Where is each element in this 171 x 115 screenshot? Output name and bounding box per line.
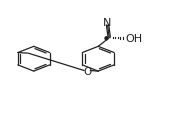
Text: O: O <box>83 66 91 76</box>
Text: N: N <box>103 18 112 28</box>
Text: ●: ● <box>104 35 109 40</box>
Text: OH: OH <box>125 33 142 43</box>
